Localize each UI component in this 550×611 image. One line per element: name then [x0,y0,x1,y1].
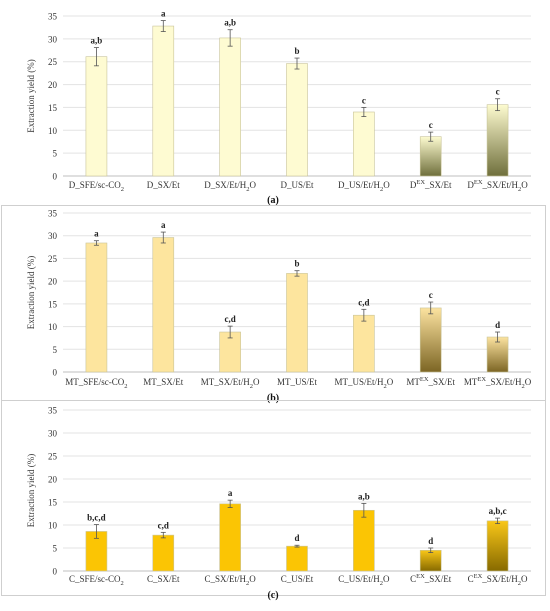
bar [353,509,375,572]
significance-letter: c,d [358,297,369,307]
chart-panel-3: 0 5 10 15 20 25 30 35 Extraction yield (%) b,c,d C… [1,400,546,601]
y-tick-label: 0 [53,368,58,378]
y-tick-label: 10 [48,322,58,332]
bar [419,307,442,373]
significance-letter: c [362,95,366,105]
y-tick-label: 5 [53,149,58,159]
y-tick-label: 15 [48,498,58,508]
significance-letter: d [495,320,500,330]
bar [286,63,308,177]
significance-letter: d [294,533,299,543]
significance-letter: a [228,488,233,498]
y-tick-label: 30 [48,34,58,44]
x-tick-label: MT_US/Et/H2O [334,377,393,390]
y-tick-label: 20 [48,80,58,90]
x-tick-label: D_US/Et/H2O [338,180,390,193]
y-tick-label: 20 [48,277,58,287]
y-tick-label: 35 [48,12,58,22]
significance-letter: a [161,9,166,19]
x-tick-label: MT_SX/Et/H2O [201,377,260,390]
x-tick-label: D_SFE/sc-CO2 [69,180,124,193]
panel-label: (c) [267,590,278,601]
bar [219,503,241,572]
bar [486,104,509,177]
significance-letter: b [294,46,299,56]
significance-letter: c,d [225,314,236,324]
y-tick-label: 10 [48,126,58,136]
bar [353,111,375,177]
panel-label: (b) [267,393,279,404]
x-tick-label: MT_SX/Et [143,377,184,387]
significance-letter: a,b,c [489,506,507,516]
significance-letter: a,b [224,18,236,28]
x-tick-label: MT_SFE/sc-CO2 [65,377,127,390]
bar [486,520,509,572]
x-tick-label: DEX_SX/Et [410,179,452,190]
bar [286,273,308,373]
significance-letter: c,d [158,520,169,530]
significance-letter: a [94,229,99,239]
y-tick-label: 5 [53,544,58,554]
significance-letter: c [429,290,433,300]
y-tick-label: 10 [48,521,58,531]
significance-letter: a [161,220,166,230]
y-axis-label: Extraction yield (%) [26,256,36,329]
chart-panel-1: 0 5 10 15 20 25 30 35 Extraction yield (%) a,b D_S… [26,9,531,206]
x-tick-label: D_US/Et [280,180,314,190]
x-tick-label: MTEX_SX/Et/H2O [464,376,532,390]
significance-letter: c [496,87,500,97]
panel-label: (a) [267,195,279,206]
significance-letter: d [428,536,433,546]
x-tick-label: DEX_SX/Et/H2O [467,179,528,193]
y-tick-label: 15 [48,103,58,113]
x-tick-label: C_SX/Et [147,574,180,584]
bar [419,549,442,572]
y-tick-label: 25 [48,57,58,67]
significance-letter: c [429,120,433,130]
y-tick-label: 25 [48,452,58,462]
bar [152,237,175,373]
bar [353,314,375,373]
bar [85,242,108,373]
y-tick-label: 0 [53,567,58,577]
x-tick-label: MTEX_SX/Et [406,376,455,387]
panel-frame [1,205,546,401]
y-tick-label: 0 [53,172,58,182]
chart-panel-2: 0 5 10 15 20 25 30 35 Extraction yield (%) a MT_SF… [1,205,546,404]
bar [286,545,308,572]
x-tick-label: C_SX/Et/H2O [205,574,257,587]
y-tick-label: 35 [48,209,58,219]
x-tick-label: MT_US/Et [277,377,318,387]
y-tick-label: 20 [48,475,58,485]
x-tick-label: CEX_SX/Et/H2O [468,573,528,587]
bar [152,25,175,177]
x-tick-label: C_SFE/sc-CO2 [69,574,124,587]
significance-letter: b [294,259,299,269]
bar [419,136,442,177]
bar [152,534,175,572]
y-tick-label: 30 [48,429,58,439]
y-tick-label: 5 [53,345,58,355]
x-tick-label: D_SX/Et [147,180,181,190]
x-tick-label: C_US/Et/H2O [338,574,390,587]
y-axis-label: Extraction yield (%) [26,454,36,527]
y-tick-label: 15 [48,299,58,309]
y-tick-label: 25 [48,254,58,264]
x-tick-label: CEX_SX/Et [410,573,452,584]
bar [219,37,241,177]
y-axis-label: Extraction yield (%) [26,59,36,132]
significance-letter: b,c,d [87,513,106,523]
bar [85,56,108,177]
x-tick-label: D_SX/Et/H2O [204,180,256,193]
significance-letter: a,b [358,491,370,501]
panel-frame [1,400,546,596]
significance-letter: a,b [91,36,103,46]
y-tick-label: 35 [48,406,58,416]
x-tick-label: C_US/Et [281,574,314,584]
y-tick-label: 30 [48,231,58,241]
